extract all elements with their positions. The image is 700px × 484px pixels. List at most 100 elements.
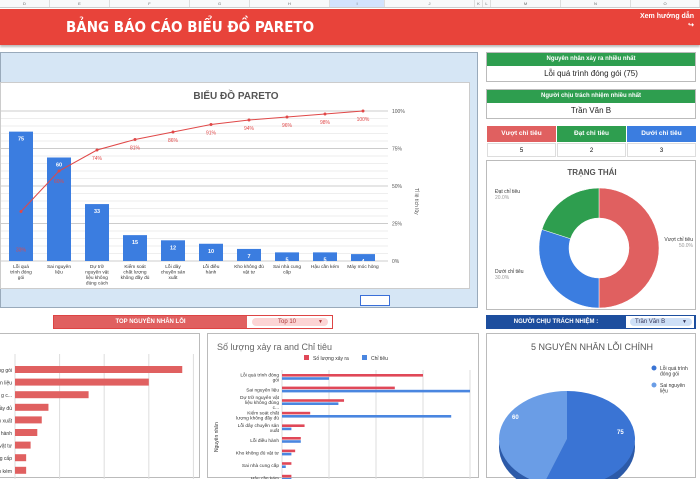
chart-title: 5 NGUYÊN NHÂN LỖI CHÍNH	[531, 341, 653, 352]
cumulative-point	[209, 123, 213, 126]
x-tick-label: Lỗi quá	[13, 263, 29, 270]
person-filter: NGƯỜI CHỊU TRÁCH NHIỆM : Trần Văn B ▼	[486, 315, 696, 329]
y-tick-label: u hành	[0, 431, 12, 437]
pareto-bar	[47, 157, 71, 261]
top-person-label: Người chịu trách nhiệm nhiều nhất	[487, 90, 695, 103]
x-tick-label: vật tư	[243, 270, 256, 276]
top-person-value: Trần Văn B	[570, 106, 612, 115]
pareto-chart[interactable]: BIỂU ĐỒ PARETO 0% 25% 50% 75% 100% Tỉ lệ tích …	[0, 82, 470, 289]
x-tick-label: Máy móc hỏng	[347, 263, 379, 270]
y-axis-label: Nguyên nhân	[214, 422, 220, 452]
donut-slice	[538, 229, 600, 309]
guide-link[interactable]: Xem hướng dẫn ↪	[640, 12, 694, 30]
pareto-bar	[161, 240, 185, 261]
bar-value-label: 5	[323, 257, 326, 263]
y-tick-label: ng cấp	[0, 456, 12, 462]
legend-label: Sai nguyên	[660, 383, 685, 389]
y-tick-label: ng gói	[0, 368, 12, 374]
person-value: Trần Văn B	[635, 319, 666, 325]
y-tick-label: xuất	[270, 428, 280, 434]
column-header-M[interactable]: M	[491, 0, 561, 7]
arrow-icon: ↪	[688, 22, 694, 29]
bar-value-label: 5	[285, 257, 288, 263]
y2-tick-label: 50%	[392, 184, 403, 190]
cumulative-line	[20, 110, 364, 212]
chart-title: TRẠNG THÁI	[567, 168, 616, 177]
legend-swatch	[651, 382, 657, 388]
x-tick-label: chuyền sản	[161, 270, 186, 276]
pareto-bar	[85, 204, 109, 261]
x-tick-label: Dự trữ	[90, 264, 105, 270]
column-header-G[interactable]: G	[190, 0, 250, 7]
selected-cell[interactable]	[360, 295, 390, 306]
pareto-bar	[123, 235, 147, 261]
cumulative-point	[361, 109, 365, 113]
x-tick-label: gói	[18, 275, 24, 281]
dropdown-arrow-icon: ▼	[682, 319, 687, 325]
top-causes-filter: TOP NGUYÊN NHÂN LỖI Top 10 ▼	[53, 315, 333, 329]
bar-value-label: 7	[247, 254, 250, 260]
page-title: BẢNG BÁO CÁO BIỂU ĐỒ PARETO	[66, 18, 315, 36]
x-tick-label: liệu	[55, 270, 63, 276]
y-tick-label: Lỗi quá trình đóng	[240, 372, 279, 379]
y-tick-label: g c...	[1, 393, 12, 399]
bar	[282, 424, 305, 427]
x-tick-label: Sai nhà cung	[273, 264, 301, 270]
column-header-O[interactable]: O	[631, 0, 700, 7]
y-tick-label: đầy đủ	[0, 405, 12, 412]
column-header-E[interactable]: E	[50, 0, 110, 7]
column-header-K[interactable]: K	[475, 0, 483, 7]
bar	[15, 429, 38, 436]
pie-slice	[499, 391, 567, 484]
pareto-bar	[237, 248, 261, 261]
bar-value-label: 60	[56, 163, 62, 169]
person-dropdown[interactable]: Trần Văn B ▼	[630, 318, 692, 326]
bar	[282, 449, 296, 453]
pareto-bar	[313, 252, 337, 261]
y-tick-label: gói	[273, 378, 279, 384]
y2-tick-label: 25%	[392, 222, 403, 228]
column-header-N[interactable]: N	[561, 0, 631, 7]
occurrence-vs-target-chart[interactable]: Số lượng xảy ra and Chỉ tiêu Số lượng xảy…	[207, 333, 479, 482]
legend-label: liệu	[660, 389, 668, 395]
y2-tick-label: 75%	[392, 147, 403, 153]
x-tick-label: chất lượng	[123, 270, 146, 276]
chart-title: Số lượng xảy ra and Chỉ tiêu	[217, 342, 332, 352]
status-donut-chart[interactable]: TRẠNG THÁI Vượt chỉ tiêu 50.0% Dưới chỉ tiê…	[486, 160, 696, 310]
bar	[282, 386, 395, 390]
y-tick-label: vật tư	[0, 444, 13, 450]
legend-label: Lỗi quá trình	[660, 365, 688, 372]
bar-value-label: 33	[94, 209, 100, 215]
bar	[15, 403, 49, 411]
column-header-D[interactable]: D	[0, 0, 50, 7]
cumulative-point	[285, 115, 289, 119]
column-header-F[interactable]: F	[110, 0, 190, 7]
y2-tick-label: 100%	[392, 109, 405, 115]
pareto-bar	[351, 254, 375, 261]
top5-pie-chart[interactable]: 5 NGUYÊN NHÂN LỖI CHÍNH Lỗi quá trình đóng…	[486, 333, 696, 484]
person-filter-label: NGƯỜI CHỊU TRÁCH NHIỆM :	[513, 319, 599, 325]
y-tick-label: Kiểm soát chất	[247, 409, 279, 416]
column-header-H[interactable]: H	[250, 0, 330, 7]
top-count-dropdown[interactable]: Top 10 ▼	[252, 318, 328, 326]
bar	[282, 478, 292, 481]
x-tick-label: xuất	[168, 275, 178, 281]
slice-label: Vượt chỉ tiêu	[664, 236, 693, 243]
slice-label: Đạt chỉ tiêu	[495, 188, 520, 195]
bar-value-label: 10	[208, 249, 214, 255]
column-header-J[interactable]: J	[385, 0, 475, 7]
slice-label: Dưới chỉ tiêu	[495, 268, 524, 275]
column-header-I[interactable]: I	[330, 0, 385, 7]
cumulative-point	[171, 130, 175, 134]
column-header-L[interactable]: L	[483, 0, 491, 7]
y-tick-label: lượng không đầy đủ	[236, 414, 279, 421]
x-tick-label: Kho không đủ	[234, 263, 264, 270]
top-causes-bar-chart[interactable]: ng gói n liệu g c... đầy đủ n xuất u hành vật …	[0, 333, 200, 479]
donut-slice	[598, 187, 660, 309]
y-tick-label: liệu không đúng	[245, 400, 279, 406]
dropdown-arrow-icon: ▼	[318, 319, 323, 325]
cumulative-point	[95, 148, 99, 152]
x-tick-label: trình đóng	[10, 270, 32, 276]
top-cause-box: Nguyên nhân xảy ra nhiều nhất Lỗi quá tr…	[486, 52, 696, 82]
bar-value-label: 12	[170, 245, 176, 251]
